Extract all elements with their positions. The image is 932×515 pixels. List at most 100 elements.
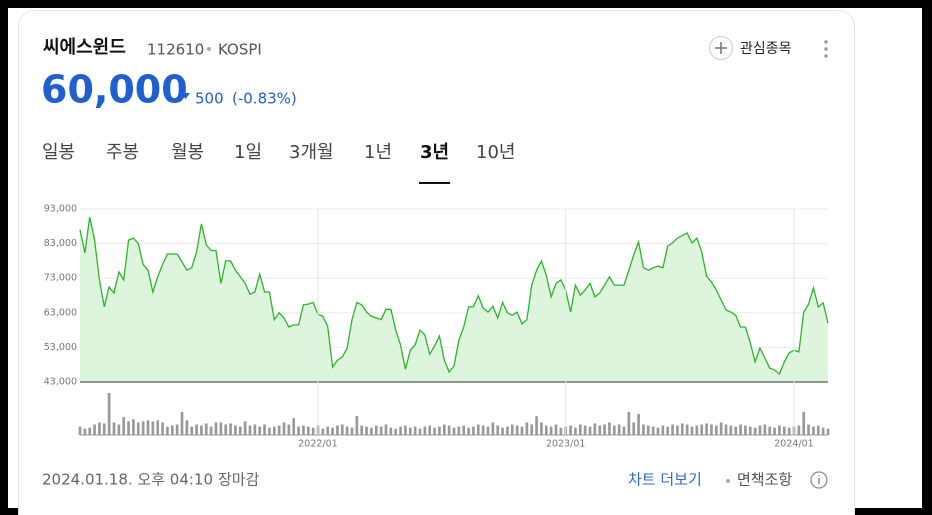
volume-bar bbox=[719, 422, 723, 435]
x-tick-label: 2022/01 bbox=[298, 439, 337, 450]
volume-bar bbox=[180, 411, 184, 435]
change: 500 bbox=[195, 90, 224, 108]
volume-bar bbox=[506, 426, 509, 435]
tab[interactable]: 1년 bbox=[364, 142, 392, 163]
volume-bar bbox=[496, 425, 500, 435]
volume-bar bbox=[170, 425, 174, 435]
volume-bar bbox=[821, 427, 825, 435]
volume-bar bbox=[540, 422, 543, 435]
volume-bar bbox=[268, 427, 271, 435]
volume-bar bbox=[311, 427, 315, 435]
volume-bar bbox=[472, 426, 475, 435]
volume-bar bbox=[520, 426, 524, 435]
volume-bar bbox=[642, 424, 645, 435]
volume-bar bbox=[404, 425, 407, 435]
volume-bar bbox=[778, 425, 781, 435]
tab-underline bbox=[419, 182, 451, 184]
volume-bar bbox=[302, 425, 305, 435]
volume-bar bbox=[423, 426, 427, 435]
volume-bar bbox=[705, 423, 708, 435]
volume-bar bbox=[773, 427, 776, 435]
volume-bar bbox=[656, 427, 660, 435]
volume-bar bbox=[360, 425, 364, 435]
volume-bar bbox=[510, 424, 514, 435]
volume-bar bbox=[442, 424, 446, 435]
disclaimer-link[interactable]: 면책조항 bbox=[737, 471, 792, 489]
more-chart-link[interactable]: 차트 더보기 bbox=[628, 471, 702, 489]
tab[interactable]: 월봉 bbox=[171, 142, 204, 163]
volume-bar bbox=[229, 423, 232, 435]
tab[interactable]: 주봉 bbox=[106, 142, 139, 163]
tab[interactable]: 일봉 bbox=[42, 142, 75, 163]
separator-dot bbox=[207, 47, 211, 51]
volume-bar bbox=[156, 420, 160, 435]
volume-bar bbox=[331, 427, 334, 435]
volume-bar bbox=[88, 427, 92, 435]
dot bbox=[824, 54, 828, 58]
volume-bar bbox=[593, 423, 597, 435]
tab[interactable]: 10년 bbox=[476, 142, 515, 163]
volume-bar bbox=[272, 426, 276, 435]
change-pct: (-0.83%) bbox=[232, 90, 297, 108]
volume-bar bbox=[685, 424, 689, 435]
volume-bar bbox=[83, 428, 87, 435]
volume-bar bbox=[447, 425, 451, 435]
volume-bar bbox=[530, 424, 534, 435]
volume-bar bbox=[481, 425, 485, 435]
volume-bar bbox=[559, 427, 563, 435]
volume-bar bbox=[661, 425, 665, 435]
volume-bar bbox=[102, 423, 106, 435]
volume-bar bbox=[549, 426, 553, 435]
y-tick-label: 83,000 bbox=[44, 238, 77, 249]
volume-bar bbox=[248, 425, 252, 435]
y-tick-label: 43,000 bbox=[44, 377, 77, 388]
volume-bar bbox=[345, 426, 349, 435]
volume-bar bbox=[758, 425, 762, 435]
tab[interactable]: 3개월 bbox=[289, 142, 334, 163]
price: 60,000 bbox=[41, 68, 188, 112]
volume-bar bbox=[671, 424, 674, 435]
volume-bar bbox=[195, 424, 198, 435]
volume-bar bbox=[234, 425, 237, 435]
volume-bar bbox=[161, 422, 164, 435]
volume-bar bbox=[724, 424, 728, 435]
tab[interactable]: 3년 bbox=[420, 142, 449, 163]
volume-bar bbox=[413, 426, 417, 435]
volume-bar bbox=[112, 422, 116, 435]
tabs: 일봉 주봉 월봉 1일 3개월 1년 3년 10년 bbox=[42, 142, 515, 184]
volume-bar bbox=[98, 422, 101, 435]
volume-bar bbox=[418, 428, 422, 435]
volume-bar bbox=[515, 425, 519, 435]
volume-bar bbox=[190, 426, 194, 435]
volume-bar bbox=[627, 411, 631, 435]
volume-bar bbox=[457, 426, 461, 435]
volume-bar bbox=[117, 424, 121, 435]
volume-bar bbox=[651, 426, 655, 435]
volume-bar bbox=[93, 424, 96, 435]
tab[interactable]: 1일 bbox=[234, 142, 262, 163]
volume-bar bbox=[394, 428, 398, 435]
volume-bar bbox=[748, 426, 752, 435]
volume-bar bbox=[768, 426, 772, 435]
volume-bar bbox=[753, 427, 757, 435]
volume-bar bbox=[603, 424, 606, 435]
volume-bar bbox=[379, 426, 383, 435]
volume-bar bbox=[544, 425, 548, 435]
volume-bar bbox=[608, 422, 611, 435]
volume-bar bbox=[680, 423, 684, 435]
volume-bar bbox=[690, 426, 694, 435]
volume-bar bbox=[219, 422, 223, 435]
more-menu[interactable] bbox=[824, 40, 828, 58]
watch-button[interactable]: 관심종목 bbox=[709, 36, 792, 60]
info-icon[interactable] bbox=[810, 471, 828, 489]
volume-bar bbox=[204, 423, 208, 435]
volume-bar bbox=[78, 426, 82, 435]
volume-bar bbox=[452, 427, 456, 435]
volume-bar bbox=[399, 426, 402, 435]
volume-bar bbox=[355, 416, 359, 435]
x-tick-label: 2024/01 bbox=[774, 439, 813, 450]
volume-bar bbox=[816, 425, 820, 435]
volume-bar bbox=[807, 424, 810, 435]
